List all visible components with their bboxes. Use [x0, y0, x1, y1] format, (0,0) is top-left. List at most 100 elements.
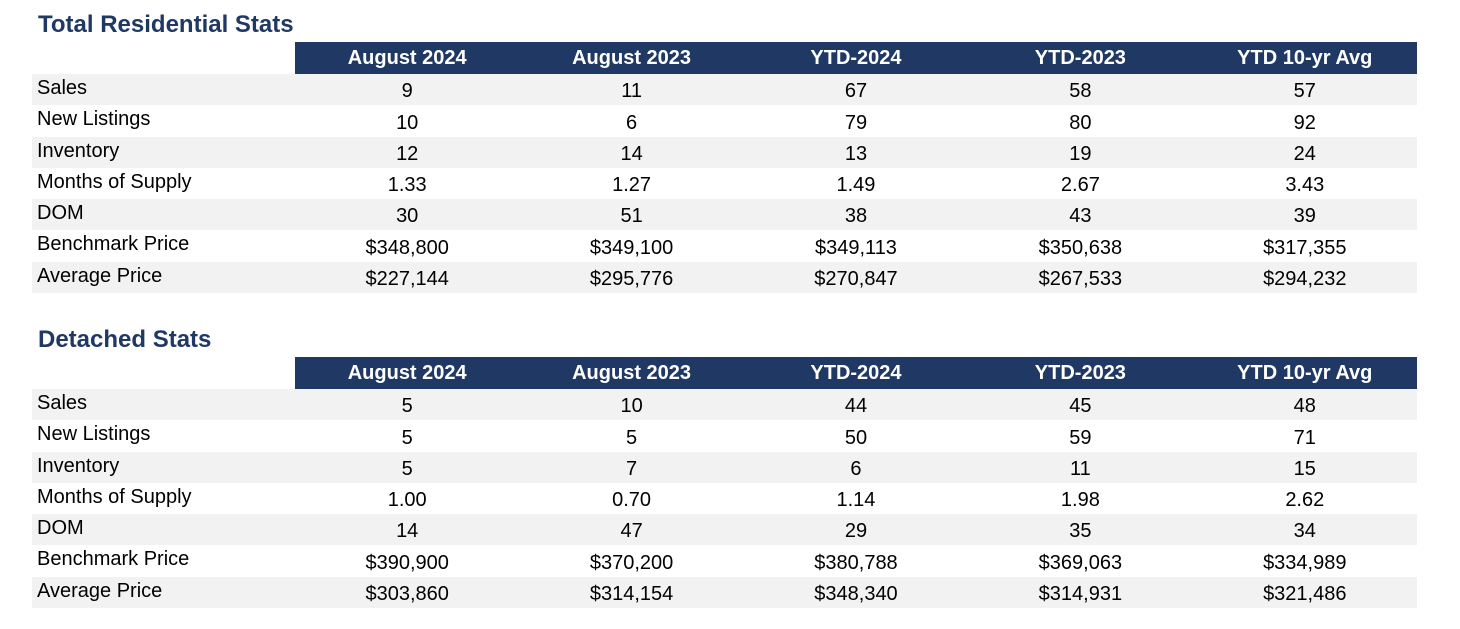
column-header: YTD-2024 — [743, 357, 969, 389]
table-cell: $314,931 — [968, 576, 1193, 609]
column-header: YTD-2023 — [968, 42, 1193, 74]
table-cell: 11 — [519, 74, 744, 106]
table-cell: 71 — [1192, 420, 1417, 452]
row-label: Average Price — [32, 261, 295, 294]
table-cell: $380,788 — [743, 545, 969, 577]
row-label: DOM — [32, 514, 295, 546]
row-label: DOM — [32, 199, 295, 231]
column-header: YTD 10-yr Avg — [1192, 357, 1417, 389]
table-cell: 47 — [519, 514, 744, 546]
table-row: New Listings 10 6 79 80 92 — [32, 105, 1417, 137]
table-cell: 51 — [519, 199, 744, 231]
table-cell: 38 — [743, 199, 969, 231]
column-header: August 2023 — [519, 357, 744, 389]
table-cell: 58 — [968, 74, 1193, 106]
table-cell: 1.27 — [519, 167, 744, 200]
row-label: Months of Supply — [32, 167, 295, 200]
table-cell: 43 — [968, 199, 1193, 231]
table-cell: 1.00 — [295, 482, 520, 515]
table-row: Months of Supply 1.33 1.27 1.49 2.67 3.43 — [32, 167, 1417, 200]
table-cell: 0.70 — [519, 482, 744, 515]
row-label: New Listings — [32, 105, 295, 137]
table-cell: 48 — [1192, 389, 1417, 421]
table-cell: $317,355 — [1192, 230, 1417, 262]
table-cell: 30 — [295, 199, 520, 231]
column-header: YTD 10-yr Avg — [1192, 42, 1417, 74]
table-cell: $390,900 — [295, 545, 520, 577]
column-header: YTD-2023 — [968, 357, 1193, 389]
table-cell: $349,113 — [743, 230, 969, 262]
table-row: New Listings 5 5 50 59 71 — [32, 420, 1417, 452]
table-cell: 7 — [519, 451, 744, 483]
table-cell: 11 — [968, 451, 1193, 483]
table-cell: $350,638 — [968, 230, 1193, 262]
table-cell: 79 — [743, 105, 969, 137]
table-cell: 80 — [968, 105, 1193, 137]
table-row: DOM 14 47 29 35 34 — [32, 514, 1417, 546]
table-cell: $314,154 — [519, 576, 744, 609]
table-cell: $321,486 — [1192, 576, 1417, 609]
table-cell: 1.33 — [295, 167, 520, 200]
row-label: Sales — [32, 74, 295, 106]
table-cell: $348,800 — [295, 230, 520, 262]
table-cell: 45 — [968, 389, 1193, 421]
table-row: Inventory 12 14 13 19 24 — [32, 136, 1417, 168]
table-cell: 35 — [968, 514, 1193, 546]
row-label: Inventory — [32, 451, 295, 483]
total-residential-stats-section: Total Residential Stats August 2024 Augu… — [32, 8, 1417, 294]
table-row: DOM 30 51 38 43 39 — [32, 199, 1417, 231]
table-cell: 19 — [968, 136, 1193, 168]
table-cell: $369,063 — [968, 545, 1193, 577]
table-cell: 14 — [519, 136, 744, 168]
table-cell: $295,776 — [519, 261, 744, 294]
table-cell: 57 — [1192, 74, 1417, 106]
column-header: August 2024 — [295, 357, 520, 389]
stats-table: August 2024 August 2023 YTD-2024 YTD-202… — [32, 357, 1417, 609]
row-label: Inventory — [32, 136, 295, 168]
table-cell: 14 — [295, 514, 520, 546]
table-cell: $267,533 — [968, 261, 1193, 294]
table-cell: 39 — [1192, 199, 1417, 231]
row-label: Sales — [32, 389, 295, 421]
table-row: Benchmark Price $390,900 $370,200 $380,788 $… — [32, 545, 1417, 577]
table-row: Sales 9 11 67 58 57 — [32, 74, 1417, 106]
table-cell: 5 — [295, 451, 520, 483]
section-title: Total Residential Stats — [38, 11, 294, 38]
table-cell: 15 — [1192, 451, 1417, 483]
header-corner — [32, 357, 295, 389]
table-cell: 1.14 — [743, 482, 969, 515]
table-cell: 6 — [519, 105, 744, 137]
table-cell: $370,200 — [519, 545, 744, 577]
table-header: August 2024 August 2023 YTD-2024 YTD-202… — [32, 42, 1417, 74]
table-cell: 5 — [295, 420, 520, 452]
row-label: Average Price — [32, 576, 295, 609]
row-label: Months of Supply — [32, 482, 295, 515]
table-cell: $348,340 — [743, 576, 969, 609]
table-cell: 50 — [743, 420, 969, 452]
table-cell: 12 — [295, 136, 520, 168]
table-row: Benchmark Price $348,800 $349,100 $349,113 $… — [32, 230, 1417, 262]
table-cell: 2.62 — [1192, 482, 1417, 515]
table-cell: 34 — [1192, 514, 1417, 546]
table-cell: 1.49 — [743, 167, 969, 200]
table-cell: 59 — [968, 420, 1193, 452]
table-cell: 44 — [743, 389, 969, 421]
table-cell: $303,860 — [295, 576, 520, 609]
detached-stats-section: Detached Stats August 2024 August 2023 Y… — [32, 323, 1417, 609]
table-cell: 29 — [743, 514, 969, 546]
table-cell: 2.67 — [968, 167, 1193, 200]
row-label: New Listings — [32, 420, 295, 452]
table-cell: $294,232 — [1192, 261, 1417, 294]
table-row: Months of Supply 1.00 0.70 1.14 1.98 2.62 — [32, 482, 1417, 515]
table-cell: 1.98 — [968, 482, 1193, 515]
table-row: Average Price $227,144 $295,776 $270,847 $26… — [32, 261, 1417, 294]
table-cell: $270,847 — [743, 261, 969, 294]
column-header: August 2024 — [295, 42, 520, 74]
stats-table: August 2024 August 2023 YTD-2024 YTD-202… — [32, 42, 1417, 294]
table-cell: 3.43 — [1192, 167, 1417, 200]
table-cell: $334,989 — [1192, 545, 1417, 577]
table-row: Inventory 5 7 6 11 15 — [32, 451, 1417, 483]
table-cell: 67 — [743, 74, 969, 106]
header-corner — [32, 42, 295, 74]
table-body: Sales 9 11 67 58 57 New Listings 10 6 79 80 92 Inven… — [32, 74, 1417, 294]
